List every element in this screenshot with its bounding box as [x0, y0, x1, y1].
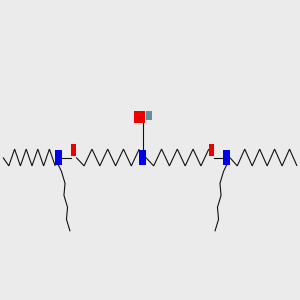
Bar	[139, 150, 146, 165]
Bar	[134, 111, 145, 123]
Bar	[55, 150, 62, 165]
Bar	[146, 111, 152, 120]
Bar	[209, 144, 214, 156]
Bar	[223, 150, 230, 165]
Bar	[71, 144, 76, 156]
